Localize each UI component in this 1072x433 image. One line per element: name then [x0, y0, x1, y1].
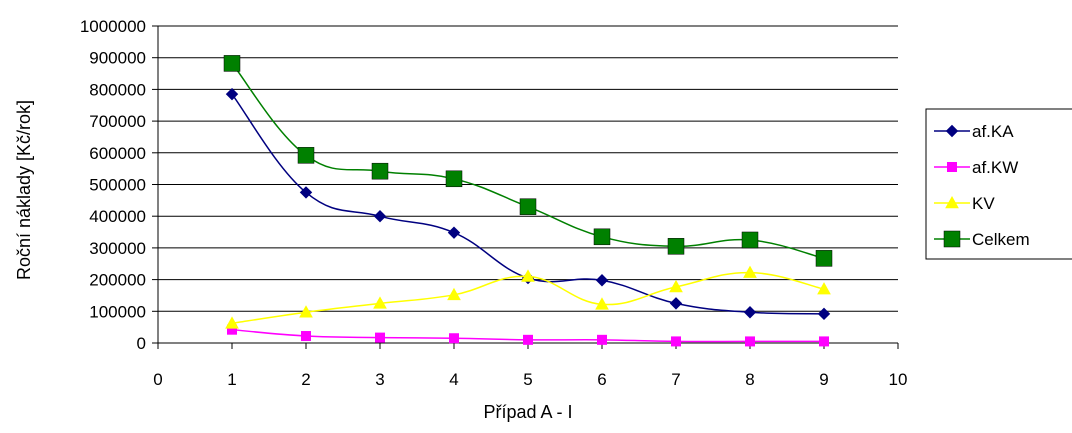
- data-point: [817, 307, 831, 321]
- data-point: [669, 297, 683, 310]
- data-point: [521, 269, 535, 282]
- gridlines: [158, 25, 898, 312]
- data-point: [447, 226, 461, 239]
- data-point: [745, 336, 755, 347]
- x-axis-label: Případ A - I: [483, 402, 572, 422]
- data-point: [595, 274, 609, 287]
- legend-marker: [947, 162, 957, 172]
- data-point: [671, 336, 681, 347]
- x-tick-label: 0: [153, 370, 162, 389]
- axes: 0 100000 200000 300000 400000 500000 600000 700…: [80, 17, 908, 389]
- legend-label: af.KA: [972, 122, 1014, 141]
- data-point: [519, 198, 537, 215]
- data-point: [741, 231, 759, 249]
- y-tick-label: 1000000: [80, 17, 146, 36]
- x-tick-label: 3: [375, 370, 384, 389]
- x-tick-label: 7: [671, 370, 680, 389]
- y-tick-label: 600000: [89, 144, 146, 163]
- x-tick-label: 1: [227, 370, 236, 389]
- y-tick-label: 400000: [89, 207, 146, 226]
- legend-marker: [945, 195, 959, 209]
- series-layer: [223, 55, 833, 347]
- data-point: [297, 147, 315, 164]
- data-point: [743, 306, 757, 319]
- legend-item: KV: [934, 194, 995, 213]
- data-point: [375, 332, 385, 343]
- y-tick-label: 0: [137, 334, 146, 353]
- data-point: [669, 279, 683, 293]
- series-kv: [225, 265, 831, 329]
- legend-label: af.KW: [972, 158, 1018, 177]
- legend-label: KV: [972, 194, 995, 213]
- x-tick-label: 4: [449, 370, 458, 389]
- legend-marker: [943, 230, 961, 248]
- data-point: [373, 296, 387, 309]
- legend-item: Celkem: [934, 230, 1030, 249]
- y-tick-label: 800000: [89, 80, 146, 99]
- data-point: [667, 238, 685, 255]
- series-line: [231, 62, 825, 260]
- data-point: [299, 305, 313, 318]
- data-point: [523, 334, 533, 345]
- data-point: [597, 334, 607, 345]
- series-celkem: [223, 55, 833, 267]
- data-point: [819, 336, 829, 347]
- y-tick-label: 500000: [89, 176, 146, 195]
- x-tick-label: 8: [745, 370, 754, 389]
- data-point: [815, 250, 833, 267]
- x-tick-label: 6: [597, 370, 606, 389]
- y-axis-label: Roční náklady [Kč/rok]: [14, 100, 34, 280]
- data-point: [301, 331, 311, 342]
- legend-marker: [945, 124, 959, 138]
- data-point: [225, 87, 239, 101]
- y-tick-label: 100000: [89, 302, 146, 321]
- data-point: [223, 55, 241, 72]
- y-tick-label: 700000: [89, 112, 146, 131]
- y-tick-label: 900000: [89, 49, 146, 68]
- data-point: [445, 170, 463, 188]
- data-point: [447, 287, 461, 301]
- data-point: [595, 297, 609, 310]
- data-point: [449, 333, 459, 344]
- x-tick-label: 2: [301, 370, 310, 389]
- data-point: [299, 186, 313, 199]
- data-point: [371, 162, 389, 180]
- series-af-kw: [227, 324, 829, 347]
- y-tick-label: 300000: [89, 239, 146, 258]
- legend-label: Celkem: [972, 230, 1030, 249]
- data-point: [593, 228, 611, 246]
- legend-item: af.KW: [934, 158, 1018, 177]
- x-tick-label: 5: [523, 370, 532, 389]
- series-line: [231, 93, 825, 315]
- legend: af.KA af.KW KV Celkem: [925, 108, 1072, 260]
- data-point: [743, 265, 757, 278]
- data-point: [817, 282, 831, 295]
- legend-item: af.KA: [934, 122, 1014, 141]
- x-tick-label: 9: [819, 370, 828, 389]
- data-point: [225, 316, 239, 329]
- data-point: [373, 209, 387, 223]
- x-tick-label: 10: [889, 370, 908, 389]
- y-tick-label: 200000: [89, 271, 146, 290]
